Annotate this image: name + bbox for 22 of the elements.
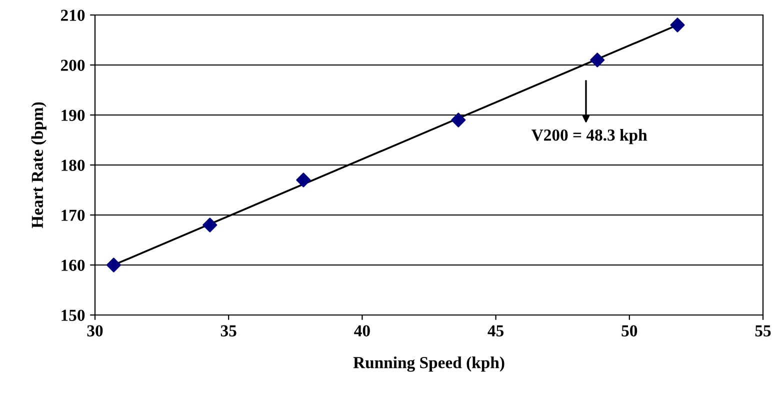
point [106,258,121,272]
point [202,218,218,232]
annotation: V200 = 48.3 kph [532,129,648,144]
y-axis-title: Heart Rate (bpm) [31,102,46,228]
x-tick-label: 50 [622,325,638,336]
y-tick-label: 180 [62,160,85,171]
x-tick-label: 45 [488,325,504,336]
y-tick-label: 160 [62,260,85,271]
point [590,52,605,68]
x-axis-title: Running Speed (kph) [353,356,504,372]
x-tick-label: 40 [354,325,370,336]
y-tick-label: 190 [62,110,85,121]
y-tick-label: 200 [60,60,85,71]
point [670,18,685,32]
y-tick-label: 210 [60,10,85,21]
point [296,172,311,188]
y-tick-label: 150 [62,310,85,321]
x-tick-label: 55 [755,325,771,336]
x-tick-label: 30 [87,325,103,336]
point [451,112,466,128]
x-tick-label: 35 [220,325,236,336]
y-tick-label: 170 [62,210,85,221]
